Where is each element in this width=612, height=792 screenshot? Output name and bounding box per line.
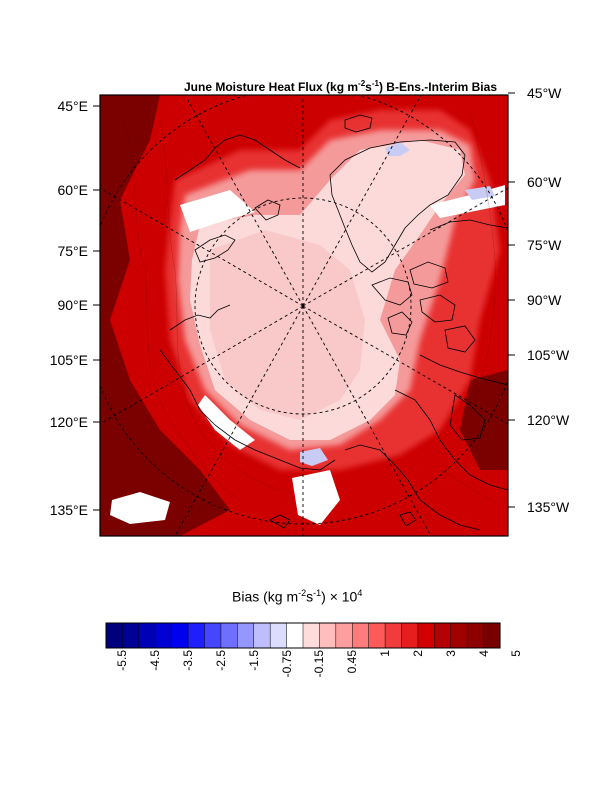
colorbar-outline	[105, 622, 501, 649]
colorbar-box	[253, 622, 271, 649]
left-ticks	[93, 105, 100, 511]
contour-lines	[119, 109, 501, 506]
colorbar-box	[155, 622, 173, 649]
lon-label-120e: 120°E	[49, 414, 88, 430]
map-field	[100, 95, 508, 536]
colorbar-tick-label: -0.75	[279, 650, 294, 678]
colorbar-box	[335, 622, 353, 649]
field-negative-patch	[300, 448, 328, 466]
colorbar-tick-label: 3	[443, 650, 458, 657]
colorbar-tick-label: 4	[476, 650, 491, 657]
field-ice-centre	[210, 230, 365, 420]
lon-label-75e: 75°E	[57, 243, 88, 259]
colorbar-box	[434, 622, 452, 649]
colorbar-box	[483, 622, 501, 649]
colorbar-box	[171, 622, 189, 649]
lon-label-135e: 135°E	[49, 502, 88, 518]
coastlines	[159, 114, 508, 531]
colorbar-box	[105, 622, 123, 649]
colorbar-tick-label: 5	[509, 650, 524, 657]
colorbar-box	[319, 622, 337, 649]
colorbar-tick-label: -0.15	[312, 650, 327, 678]
colorbar-box	[269, 622, 288, 649]
colorbar-box	[302, 622, 320, 649]
colorbar-box	[220, 622, 238, 649]
field-negative-patch	[465, 186, 495, 200]
colorbar-box	[352, 622, 370, 649]
colorbar-tick-label: 1	[378, 650, 393, 657]
colorbar-box	[138, 622, 156, 649]
lon-label-90e: 90°E	[57, 297, 88, 313]
lon-label-105e: 105°E	[49, 352, 88, 368]
colorbar-tick-label: -3.5	[181, 650, 196, 671]
colorbar-box	[384, 622, 403, 649]
colorbar-box	[187, 622, 206, 649]
lon-label-135w: 135°W	[527, 499, 570, 515]
field-negative-patch	[385, 142, 410, 156]
field-dark-southeast	[460, 370, 508, 470]
colorbar-tick-label: 0.45	[345, 650, 360, 674]
colorbar-box	[204, 622, 222, 649]
lon-label-90w: 90°W	[527, 292, 562, 308]
map-frame	[99, 94, 509, 537]
colorbar-box	[401, 622, 419, 649]
colorbar-tick-label: 2	[410, 650, 425, 657]
colorbar-tick-label: -4.5	[148, 650, 163, 671]
colorbar-tick-label: -1.5	[246, 650, 261, 671]
field-white-patch	[292, 470, 340, 525]
colorbar-title: Bias (kg m-2s-1) × 104	[232, 588, 363, 605]
field-dark-west	[100, 95, 200, 536]
lon-label-120w: 120°W	[527, 412, 570, 428]
colorbar-box	[286, 622, 304, 649]
colorbar-box	[417, 622, 435, 649]
field-white-patch	[110, 492, 170, 524]
colorbar-tick-label: -5.5	[115, 650, 130, 671]
graticule	[100, 95, 508, 536]
colorbar-box	[237, 622, 255, 649]
field-white-patch	[198, 395, 255, 450]
lon-label-45w: 45°W	[527, 85, 562, 101]
colorbar-box	[466, 622, 485, 649]
lon-label-75w: 75°W	[527, 237, 562, 253]
lon-label-45e: 45°E	[57, 98, 88, 114]
right-ticks	[508, 92, 515, 508]
lon-label-60w: 60°W	[527, 174, 562, 190]
map-title: June Moisture Heat Flux (kg m-2s-1) B-En…	[184, 79, 497, 94]
colorbar-tick-label: -2.5	[213, 650, 228, 671]
field-white-patch	[180, 190, 255, 232]
colorbar-box	[450, 622, 468, 649]
lon-label-60e: 60°E	[57, 182, 88, 198]
lon-label-105w: 105°W	[527, 347, 570, 363]
colorbar-box	[122, 622, 140, 649]
colorbar-box	[368, 622, 386, 649]
